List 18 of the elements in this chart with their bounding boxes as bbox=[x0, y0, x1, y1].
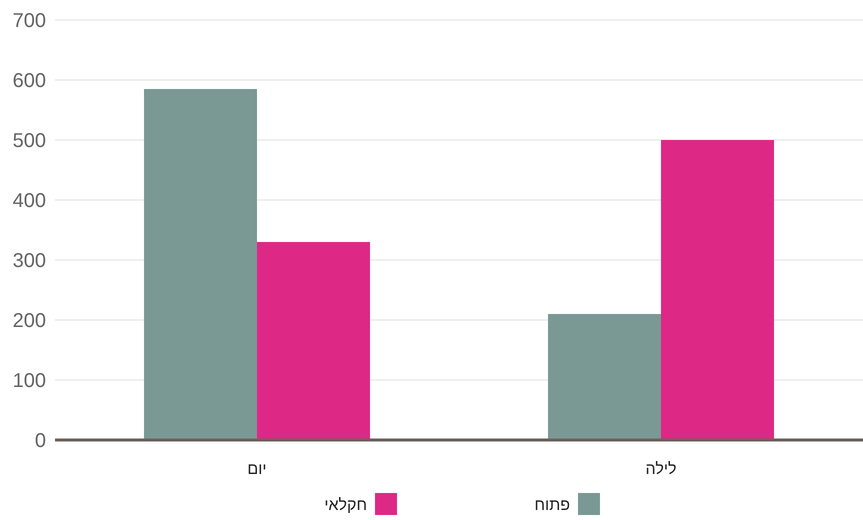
legend-label: חקלאי bbox=[324, 496, 367, 514]
legend-label: פתוח bbox=[534, 497, 570, 514]
bar bbox=[144, 89, 257, 440]
y-tick-label: 0 bbox=[34, 430, 46, 452]
legend-item: חקלאי bbox=[324, 493, 397, 515]
y-tick-label: 200 bbox=[12, 310, 46, 332]
y-tick-label: 500 bbox=[12, 130, 46, 152]
bar bbox=[548, 314, 661, 440]
x-tick-label: יום bbox=[247, 461, 267, 478]
bar bbox=[661, 140, 774, 440]
legend-item: פתוח bbox=[534, 493, 600, 515]
y-tick-label: 700 bbox=[12, 10, 46, 32]
y-tick-label: 100 bbox=[12, 370, 46, 392]
y-tick-label: 400 bbox=[12, 190, 46, 212]
bar bbox=[257, 242, 370, 440]
x-tick-label: לילה bbox=[646, 460, 676, 478]
y-tick-label: 300 bbox=[12, 250, 46, 272]
y-tick-label: 600 bbox=[12, 70, 46, 92]
